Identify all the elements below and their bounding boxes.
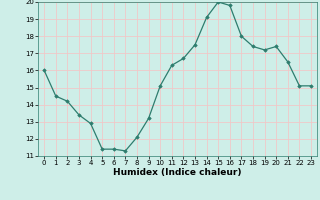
X-axis label: Humidex (Indice chaleur): Humidex (Indice chaleur) [113, 168, 242, 177]
